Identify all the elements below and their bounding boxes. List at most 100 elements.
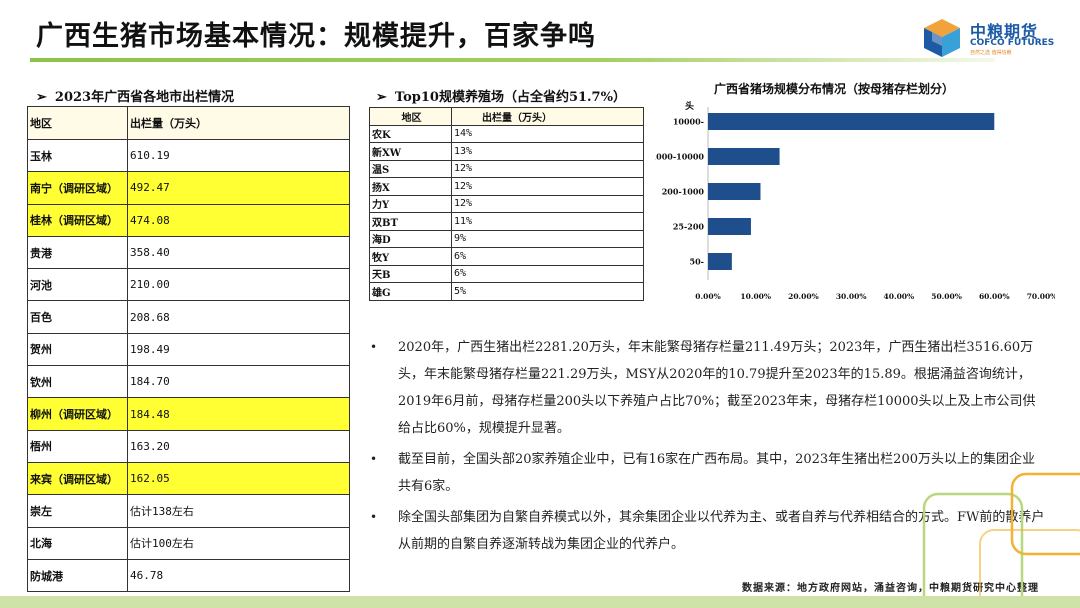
logo-name-en: COFCO FUTURES <box>970 38 1055 48</box>
bar-4 <box>708 253 732 270</box>
farm-name-cell: 天B <box>369 264 452 283</box>
farm-name-cell: 温S <box>369 159 452 178</box>
footer-bar <box>0 596 1080 608</box>
share-cell: 5% <box>451 282 644 301</box>
section2-heading-text: Top10规模养殖场（占全省约51.7%） <box>394 90 626 105</box>
column-header-region: 地区 <box>27 106 128 140</box>
table-header-row: 地区 出栏量（万头） <box>369 107 644 126</box>
share-cell: 12% <box>451 159 644 178</box>
region-cell: 北海 <box>27 526 128 560</box>
table-row: 温S 12% <box>369 159 644 178</box>
bullet-text: 2020年，广西生猪出栏2281.20万头，年末能繁母猪存栏量211.49万头；… <box>398 340 1036 436</box>
share-cell: 14% <box>451 124 644 143</box>
farm-name-cell: 海D <box>369 229 452 248</box>
output-cell: 358.40 <box>127 235 350 270</box>
category-label: 10000- <box>673 117 704 127</box>
table-header-row: 地区 出栏量（万头） <box>27 106 350 140</box>
share-cell: 11% <box>451 212 644 231</box>
table-row: 新XW 13% <box>369 142 644 161</box>
category-label: 25-200 <box>673 222 705 232</box>
share-cell: 9% <box>451 229 644 248</box>
table-row: 贺州 198.49 <box>27 332 350 367</box>
output-cell: 163.20 <box>127 429 350 463</box>
x-tick-label: 60.00% <box>979 292 1010 301</box>
share-cell: 12% <box>451 177 644 196</box>
farm-name-cell: 牧Y <box>369 247 452 266</box>
output-cell: 208.68 <box>127 300 350 334</box>
table-row: 扬X 12% <box>369 177 644 196</box>
output-cell: 198.49 <box>127 332 350 367</box>
output-cell: 184.70 <box>127 365 350 399</box>
section1-heading-text: 2023年广西省各地市出栏情况 <box>54 90 235 105</box>
category-label: 50- <box>690 257 704 267</box>
x-tick-label: 30.00% <box>836 292 867 301</box>
table-row: 梧州 163.20 <box>27 429 350 463</box>
table-row: 海D 9% <box>369 229 644 248</box>
bar-1 <box>708 148 780 165</box>
table-row: 防城港 46.78 <box>27 558 350 593</box>
x-tick-label: 10.00% <box>740 292 771 301</box>
company-logo: 中粮期货 COFCO FUTURES 自然之选 值得信赖 <box>920 16 1060 60</box>
x-tick-label: 50.00% <box>931 292 962 301</box>
chart-title: 广西省猪场规模分布情况（按母猪存栏划分） <box>714 82 955 96</box>
region-cell: 贺州 <box>27 332 128 367</box>
logo-tagline: 自然之选 值得信赖 <box>970 50 1012 56</box>
farm-name-cell: 雄G <box>369 282 452 301</box>
bullet-item: • 2020年，广西生猪出栏2281.20万头，年末能繁母猪存栏量211.49万头… <box>370 334 1045 442</box>
bullet-item: • 截至目前，全国头部20家养殖企业中，已有16家在广西布局。其中，2023年生猪… <box>370 446 1045 500</box>
output-cell: 46.78 <box>127 558 350 593</box>
share-cell: 13% <box>451 142 644 161</box>
output-cell: 210.00 <box>127 268 350 302</box>
region-cell: 百色 <box>27 300 128 334</box>
table-row: 桂林（调研区域） 474.08 <box>27 203 350 237</box>
column-header-region: 地区 <box>369 107 452 126</box>
table-row: 柳州（调研区域） 184.48 <box>27 397 350 431</box>
bar-0 <box>708 113 995 130</box>
bullet-item: • 除全国头部集团为自繁自养模式以外，其余集团企业以代养为主、或者自养与代养相结合… <box>370 504 1045 558</box>
region-cell: 桂林（调研区域） <box>27 203 128 237</box>
table-row: 农K 14% <box>369 124 644 143</box>
share-cell: 6% <box>451 247 644 266</box>
farm-name-cell: 双BT <box>369 212 452 231</box>
bullet-list: • 2020年，广西生猪出栏2281.20万头，年末能繁母猪存栏量211.49万头… <box>370 334 1045 562</box>
region-cell: 玉林 <box>27 138 128 173</box>
table-row: 崇左 估计138左右 <box>27 494 350 528</box>
region-cell: 柳州（调研区域） <box>27 397 128 431</box>
bullet-dot-icon: • <box>370 452 378 466</box>
farm-name-cell: 力Y <box>369 194 452 213</box>
region-cell: 贵港 <box>27 235 128 270</box>
city-output-table: 地区 出栏量（万头） 玉林 610.19 南宁（调研区域） 492.47 桂林（调研区域… <box>27 106 350 593</box>
output-cell: 估计100左右 <box>127 526 350 560</box>
farm-name-cell: 扬X <box>369 177 452 196</box>
top10-farms-table: 地区 出栏量（万头） 农K 14% 新XW 13% 温S 12% 扬X 12% 力Y 12% 双BT… <box>369 107 644 301</box>
region-cell: 崇左 <box>27 494 128 528</box>
logo-cube-icon <box>924 19 960 57</box>
output-cell: 162.05 <box>127 461 350 496</box>
column-header-output: 出栏量（万头） <box>127 106 350 140</box>
arrow-bullet-icon: ➢ <box>376 90 387 105</box>
output-cell: 474.08 <box>127 203 350 237</box>
region-cell: 河池 <box>27 268 128 302</box>
table-row: 雄G 5% <box>369 282 644 301</box>
bar-2 <box>708 183 761 200</box>
table-row: 来宾（调研区域） 162.05 <box>27 461 350 496</box>
arrow-bullet-icon: ➢ <box>36 90 47 105</box>
x-tick-label: 0.00% <box>695 292 720 301</box>
table-row: 河池 210.00 <box>27 268 350 302</box>
category-label: 1000-10000 <box>655 152 704 162</box>
region-cell: 来宾（调研区域） <box>27 461 128 496</box>
table-row: 双BT 11% <box>369 212 644 231</box>
section1-heading: ➢ 2023年广西省各地市出栏情况 <box>36 86 234 105</box>
farm-scale-bar-chart: 头 10000- 1000-10000 200-1000 25-200 50- 0.00% 1… <box>655 100 1055 301</box>
table-row: 牧Y 6% <box>369 247 644 266</box>
y-axis-unit-label: 头 <box>685 100 694 112</box>
share-cell: 6% <box>451 264 644 283</box>
table-row: 力Y 12% <box>369 194 644 213</box>
bullet-dot-icon: • <box>370 340 378 354</box>
table-row: 北海 估计100左右 <box>27 526 350 560</box>
page-title: 广西生猪市场基本情况：规模提升，百家争鸣 <box>36 21 596 52</box>
output-cell: 估计138左右 <box>127 494 350 528</box>
decorative-rounded-squares <box>922 472 1080 608</box>
table-row: 玉林 610.19 <box>27 138 350 173</box>
logo-name-cn: 中粮期货 <box>970 22 1039 41</box>
